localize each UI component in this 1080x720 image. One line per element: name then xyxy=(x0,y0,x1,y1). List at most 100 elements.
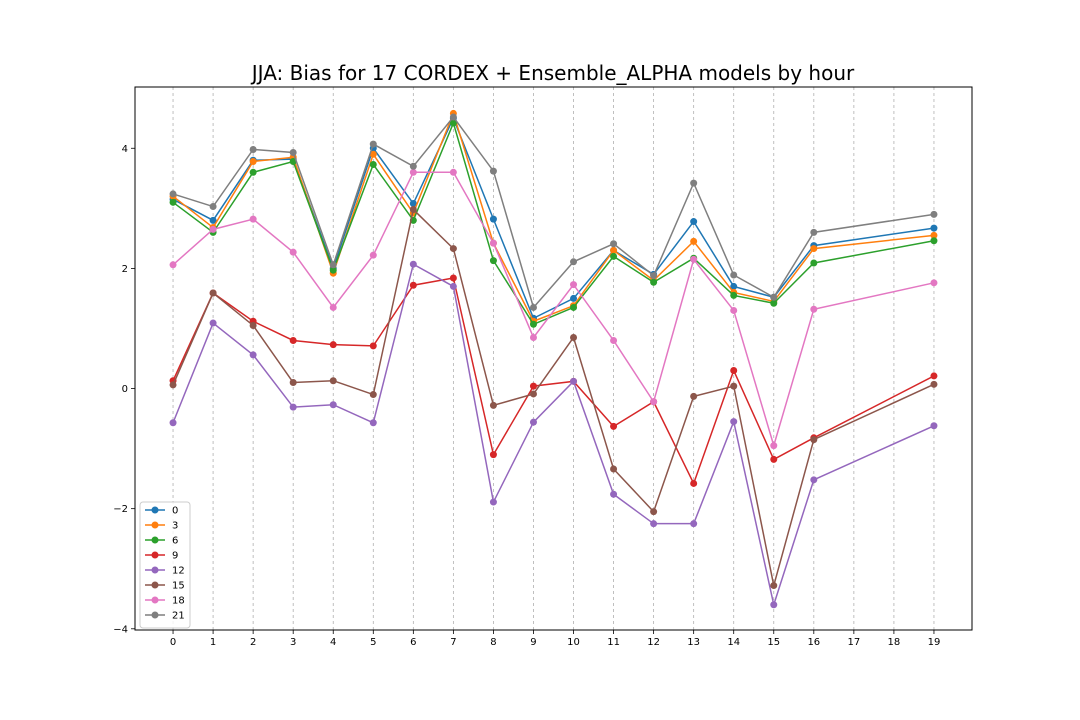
legend-item: 18 xyxy=(145,596,185,607)
data-point xyxy=(249,351,257,359)
data-point xyxy=(930,279,938,287)
x-tick-label: 4 xyxy=(330,637,336,648)
data-point xyxy=(930,224,938,232)
data-point xyxy=(770,299,778,307)
legend-label: 18 xyxy=(172,596,185,607)
data-point xyxy=(690,218,698,226)
data-point xyxy=(610,246,618,254)
data-point xyxy=(289,148,297,156)
data-point xyxy=(570,377,578,385)
legend-marker xyxy=(151,506,159,514)
data-point xyxy=(289,379,297,387)
data-point xyxy=(489,498,497,506)
data-point xyxy=(369,160,377,168)
legend-label: 15 xyxy=(172,581,185,592)
legend-item: 9 xyxy=(145,551,178,562)
data-point xyxy=(770,601,778,609)
x-tick-label: 17 xyxy=(847,637,860,648)
legend-marker xyxy=(151,611,159,619)
data-point xyxy=(489,215,497,223)
plot-frame xyxy=(134,86,973,631)
data-point xyxy=(650,398,658,406)
data-point xyxy=(329,303,337,311)
data-point xyxy=(730,271,738,279)
series-18 xyxy=(169,168,938,450)
legend-item: 15 xyxy=(145,581,185,592)
data-point xyxy=(169,381,177,389)
data-point xyxy=(449,119,457,127)
data-point xyxy=(169,198,177,206)
data-point xyxy=(610,422,618,430)
legend-marker xyxy=(151,521,159,529)
data-point xyxy=(810,436,818,444)
legend-marker xyxy=(151,581,159,589)
x-tick-label: 0 xyxy=(170,637,176,648)
data-point xyxy=(810,259,818,267)
data-point xyxy=(770,442,778,450)
data-point xyxy=(690,392,698,400)
data-point xyxy=(810,305,818,313)
data-point xyxy=(289,403,297,411)
series-line xyxy=(172,116,935,320)
data-point xyxy=(610,252,618,260)
data-point xyxy=(449,245,457,253)
data-point xyxy=(449,113,457,121)
data-point xyxy=(409,200,417,208)
data-point xyxy=(930,210,938,218)
series-line xyxy=(172,208,935,586)
x-tick-label: 15 xyxy=(767,637,780,648)
data-point xyxy=(409,162,417,170)
data-point xyxy=(169,261,177,269)
data-point xyxy=(690,237,698,245)
data-point xyxy=(249,168,257,176)
legend-marker xyxy=(151,551,159,559)
data-point xyxy=(329,401,337,409)
series-3 xyxy=(169,109,938,325)
data-point xyxy=(489,239,497,247)
data-point xyxy=(489,401,497,409)
data-point xyxy=(529,320,537,328)
data-point xyxy=(489,451,497,459)
data-point xyxy=(409,260,417,268)
legend-label: 12 xyxy=(172,566,185,577)
x-tick-label: 7 xyxy=(450,637,456,648)
legend-marker xyxy=(151,566,159,574)
legend-item: 6 xyxy=(145,536,178,547)
data-point xyxy=(329,266,337,274)
data-point xyxy=(489,257,497,265)
data-point xyxy=(209,289,217,297)
series-15 xyxy=(169,206,938,590)
x-tick-label: 14 xyxy=(727,637,740,648)
legend-label: 3 xyxy=(172,521,178,532)
data-point xyxy=(209,216,217,224)
data-point xyxy=(770,582,778,590)
data-point xyxy=(209,225,217,233)
series-line xyxy=(172,171,935,449)
series-21 xyxy=(169,113,938,311)
series-9 xyxy=(169,274,938,487)
legend-label: 6 xyxy=(172,536,178,547)
data-point xyxy=(770,293,778,301)
data-point xyxy=(369,342,377,350)
data-point xyxy=(329,261,337,269)
y-tick-label: −4 xyxy=(113,624,128,635)
x-tick-label: 12 xyxy=(647,637,660,648)
legend-label: 0 xyxy=(172,506,178,517)
series-layer xyxy=(169,109,938,609)
data-point xyxy=(169,419,177,427)
data-point xyxy=(529,382,537,390)
data-point xyxy=(369,419,377,427)
series-6 xyxy=(169,119,938,328)
x-tick-label: 6 xyxy=(410,637,416,648)
series-12 xyxy=(169,260,938,609)
data-point xyxy=(730,382,738,390)
data-point xyxy=(810,245,818,253)
data-point xyxy=(289,157,297,165)
data-point xyxy=(770,455,778,463)
data-point xyxy=(650,508,658,516)
data-point xyxy=(449,168,457,176)
data-point xyxy=(209,203,217,211)
data-point xyxy=(690,179,698,187)
x-tick-label: 10 xyxy=(567,637,580,648)
